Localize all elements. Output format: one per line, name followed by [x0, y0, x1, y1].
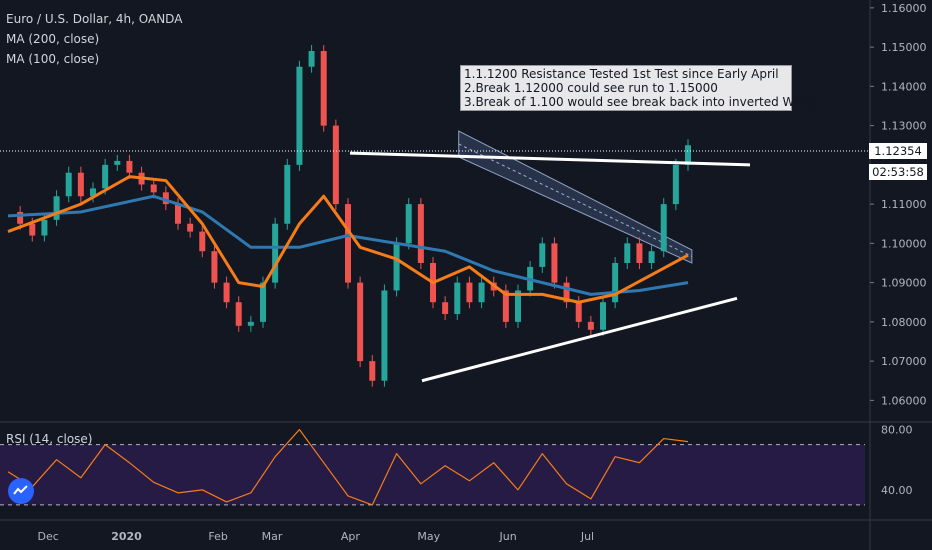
legend-symbol: Euro / U.S. Dollar, 4h, OANDA: [6, 12, 183, 26]
candle-body-39: [478, 282, 485, 303]
rsi-line: [7, 428, 689, 506]
price-tick-label-3: 1.13000: [881, 120, 927, 133]
candle-body-9: [114, 160, 121, 165]
annotation-line-3: 3.Break of 1.100 would see break back in…: [464, 95, 824, 109]
logo-icon: [13, 485, 28, 495]
candle-body-27: [332, 125, 339, 205]
candle-body-26: [320, 51, 327, 126]
resistance-trendline: [349, 151, 751, 167]
candle-body-33: [405, 204, 412, 244]
candle-body-34: [417, 204, 424, 263]
candle-body-32: [393, 243, 400, 291]
price-tick-label-4: 1.11000: [881, 198, 927, 211]
candle-body-25: [308, 51, 315, 67]
candle-body-20: [247, 321, 254, 326]
candle-body-17: [211, 251, 218, 283]
price-tick-label-2: 1.14000: [881, 80, 927, 93]
price-tick-label-5: 1.10000: [881, 237, 927, 250]
candle-body-13: [162, 192, 169, 205]
rsi-tick-label-0: 80.00: [881, 424, 913, 437]
candle-body-45: [551, 243, 558, 283]
candle-body-42: [515, 290, 521, 322]
annotation-box[interactable]: 1.1.1200 Resistance Tested 1st Test sinc…: [460, 65, 824, 111]
countdown-tag: 02:53:58: [869, 164, 927, 180]
candle-body-36: [442, 302, 449, 315]
time-tick-label-4: Apr: [341, 530, 361, 543]
time-tick-label-7: Jul: [580, 530, 594, 543]
candle-body-7: [90, 188, 96, 197]
ma100-line: [7, 175, 689, 304]
candle-body-31: [381, 290, 388, 381]
price-tick-label-6: 1.09000: [881, 277, 927, 290]
candle-body-38: [466, 282, 473, 303]
legend-ma200: MA (200, close): [6, 32, 100, 46]
candle-body-14: [175, 204, 181, 224]
candle-body-8: [102, 164, 109, 189]
candle-body-23: [284, 164, 291, 224]
candle-body-12: [150, 184, 157, 193]
time-tick-label-2: Feb: [208, 530, 227, 543]
channel-midline: [458, 143, 693, 257]
candle-body-48: [587, 321, 594, 330]
time-tick-label-3: Mar: [262, 530, 283, 543]
candle-body-4: [53, 196, 60, 220]
candle-body-6: [77, 172, 84, 197]
price-tick-label-9: 1.06000: [881, 394, 927, 407]
candle-body-30: [369, 361, 376, 381]
candle-body-3: [41, 219, 48, 236]
candle-body-18: [223, 282, 230, 303]
time-tick-label-6: Jun: [499, 530, 517, 543]
candle-body-2: [29, 223, 36, 236]
candle-body-21: [260, 282, 266, 322]
channel-band: [458, 130, 693, 264]
candle-body-15: [187, 223, 194, 232]
price-tick-label-7: 1.08000: [881, 316, 927, 329]
candle-body-46: [563, 282, 570, 303]
ma200-line: [7, 194, 689, 296]
price-tick-label-0: 1.16000: [881, 2, 927, 15]
candle-body-54: [660, 204, 667, 252]
candle-body-52: [636, 243, 643, 263]
candle-body-22: [272, 223, 279, 283]
candle-body-49: [600, 302, 606, 330]
price-tick-label-1: 1.15000: [881, 41, 927, 54]
candle-body-53: [648, 251, 655, 263]
candle-body-24: [296, 66, 303, 165]
annotation-line-2: 2.Break 1.12000 could see run to 1.15000: [464, 81, 718, 95]
current-price-tag: 1.12354: [869, 142, 927, 159]
candle-body-41: [502, 290, 509, 322]
price-tick-label-8: 1.07000: [881, 355, 927, 368]
candle-body-1: [17, 211, 24, 224]
candle-body-44: [539, 243, 546, 267]
candle-body-37: [454, 282, 461, 315]
annotation-line-1: 1.1.1200 Resistance Tested 1st Test sinc…: [464, 67, 779, 81]
candle-body-19: [235, 302, 242, 326]
candle-body-16: [199, 231, 206, 252]
candle-body-55: [672, 164, 679, 205]
time-tick-label-5: May: [417, 530, 440, 543]
legend-ma100: MA (100, close): [6, 52, 100, 66]
candle-body-10: [126, 160, 133, 173]
candle-body-51: [624, 243, 631, 263]
candle-body-28: [345, 204, 351, 283]
tradingview-logo[interactable]: [8, 478, 34, 504]
candle-body-5: [65, 172, 72, 197]
time-tick-label-1: 2020: [111, 530, 142, 543]
time-tick-label-0: Dec: [37, 530, 58, 543]
support-trendline: [421, 296, 738, 383]
candle-body-47: [575, 302, 582, 322]
candle-body-50: [612, 262, 619, 303]
rsi-label: RSI (14, close): [6, 432, 93, 446]
candle-body-29: [357, 282, 364, 362]
rsi-tick-label-1: 40.00: [881, 484, 913, 497]
candle-body-56: [685, 145, 691, 165]
chart-legend: Euro / U.S. Dollar, 4h, OANDA MA (200, c…: [6, 9, 182, 69]
